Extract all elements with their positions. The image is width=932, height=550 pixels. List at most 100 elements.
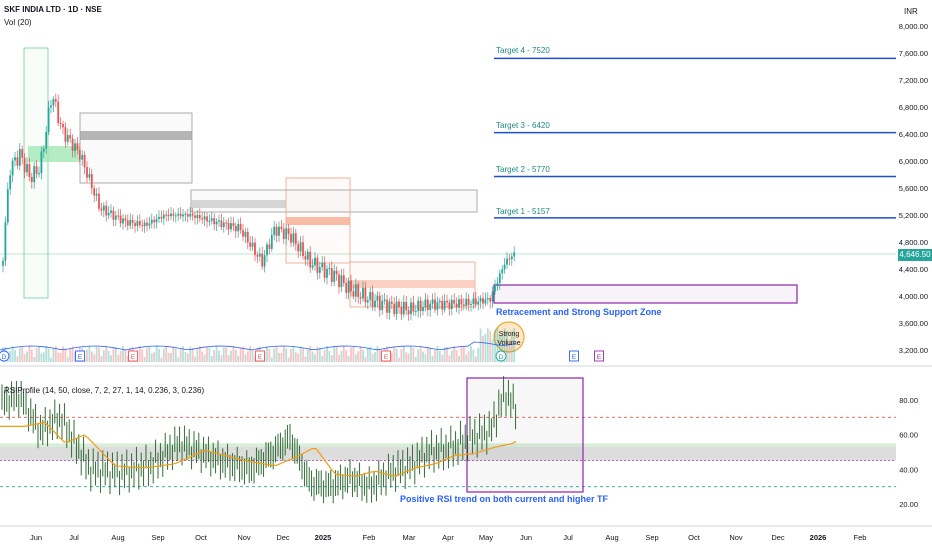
volume-bar xyxy=(196,349,199,362)
volume-bar xyxy=(501,334,504,362)
volume-bar xyxy=(270,357,273,362)
candle-body xyxy=(491,291,494,302)
volume-bar xyxy=(62,346,64,362)
candle-body xyxy=(352,291,355,297)
axes: 8,000.00 7,600.00 7,200.00 6,800.00 6,400.00… xyxy=(30,22,928,542)
time-tick-label: Jul xyxy=(563,533,573,542)
volume-bars xyxy=(0,328,517,362)
candle-body xyxy=(333,270,336,283)
volume-bar xyxy=(357,351,360,362)
candle-body xyxy=(412,302,415,312)
candle-body xyxy=(165,214,168,216)
volume-bar xyxy=(467,351,470,362)
volume-bar xyxy=(126,356,129,362)
time-tick-label: Jun xyxy=(520,533,532,542)
volume-bar xyxy=(438,350,441,362)
volume-bar xyxy=(16,356,19,362)
candle-body xyxy=(86,167,88,178)
candle-body xyxy=(179,213,182,217)
time-tick-label: 2025 xyxy=(315,533,332,542)
candle-body xyxy=(246,231,249,243)
candle-body xyxy=(309,251,312,268)
candle-body xyxy=(448,302,451,309)
time-tick-label: Jun xyxy=(30,533,42,542)
candle-body xyxy=(383,299,386,302)
rsi-tick-label: 40.00 xyxy=(899,465,918,474)
volume-bar xyxy=(107,350,110,362)
volume-bar xyxy=(450,350,453,362)
volume-bar xyxy=(174,348,177,362)
volume-bar xyxy=(206,346,208,362)
volume-bar xyxy=(242,346,244,362)
volume-bar xyxy=(208,347,211,362)
volume-bar xyxy=(218,350,220,362)
price-tick-label: 7,200.00 xyxy=(899,76,928,85)
candle-body xyxy=(278,226,280,236)
candle-body xyxy=(436,302,439,310)
volume-bar xyxy=(64,348,67,362)
volume-bar xyxy=(441,355,444,362)
candle-body xyxy=(366,300,369,303)
dividend-marker xyxy=(495,350,507,362)
candle-body xyxy=(486,297,489,300)
candle-body xyxy=(472,298,475,305)
volume-bar xyxy=(71,346,74,362)
candle-body xyxy=(302,242,304,257)
volume-bar xyxy=(503,328,506,362)
volume-bar xyxy=(506,330,508,362)
target-1-label: Target 1 - 5157 xyxy=(496,207,550,216)
candle-body xyxy=(330,268,333,283)
volume-profile-band xyxy=(350,280,475,288)
volume-bar xyxy=(378,349,381,362)
price-tick-label: 7,600.00 xyxy=(899,49,928,58)
volume-bar xyxy=(52,348,55,362)
candle-body xyxy=(482,298,484,304)
candle-body xyxy=(501,269,504,274)
candle-body xyxy=(9,175,12,190)
volume-bar xyxy=(117,355,120,362)
candle-body xyxy=(249,242,252,247)
candle-body xyxy=(167,214,170,217)
candle-body xyxy=(381,301,384,311)
volume-bar xyxy=(110,355,112,362)
volume-bar xyxy=(323,350,326,362)
volume-bar xyxy=(194,356,196,362)
time-tick-label: Nov xyxy=(237,533,251,542)
candle-body xyxy=(294,233,297,245)
candle-body xyxy=(405,301,408,311)
candle-body xyxy=(232,223,235,226)
volume-bar xyxy=(215,346,218,362)
candle-body xyxy=(335,270,338,275)
candle-body xyxy=(419,300,422,312)
candle-body xyxy=(114,215,117,220)
volume-bar xyxy=(102,350,105,362)
candle-body xyxy=(458,299,460,308)
volume-bar xyxy=(318,347,321,362)
candle-body xyxy=(280,226,283,230)
candle-body xyxy=(402,301,405,315)
time-tick-label: Apr xyxy=(442,533,454,542)
price-tick-label: 3,200.00 xyxy=(899,346,928,355)
volume-bar xyxy=(50,357,52,362)
volume-bar xyxy=(191,347,194,362)
candle-body xyxy=(426,299,429,311)
volume-bar xyxy=(280,352,283,362)
volume-bar xyxy=(477,347,480,362)
time-tick-label: Sep xyxy=(645,533,658,542)
volume-bar xyxy=(170,352,172,362)
candle-body xyxy=(81,154,84,160)
volume-bar xyxy=(254,356,256,362)
candle-body xyxy=(146,222,148,226)
candle-body xyxy=(256,255,259,257)
candle-body xyxy=(503,264,506,270)
candle-body xyxy=(314,257,316,266)
volume-bar xyxy=(462,346,465,362)
volume-bar xyxy=(479,328,482,362)
last-price-badge: 4,646.50 xyxy=(898,249,932,261)
candle-body xyxy=(71,138,74,151)
time-tick-label: Feb xyxy=(363,533,376,542)
candle-body xyxy=(206,216,208,222)
volume-bar xyxy=(482,335,484,362)
price-tick-label: 4,400.00 xyxy=(899,265,928,274)
candle-body xyxy=(386,299,388,313)
